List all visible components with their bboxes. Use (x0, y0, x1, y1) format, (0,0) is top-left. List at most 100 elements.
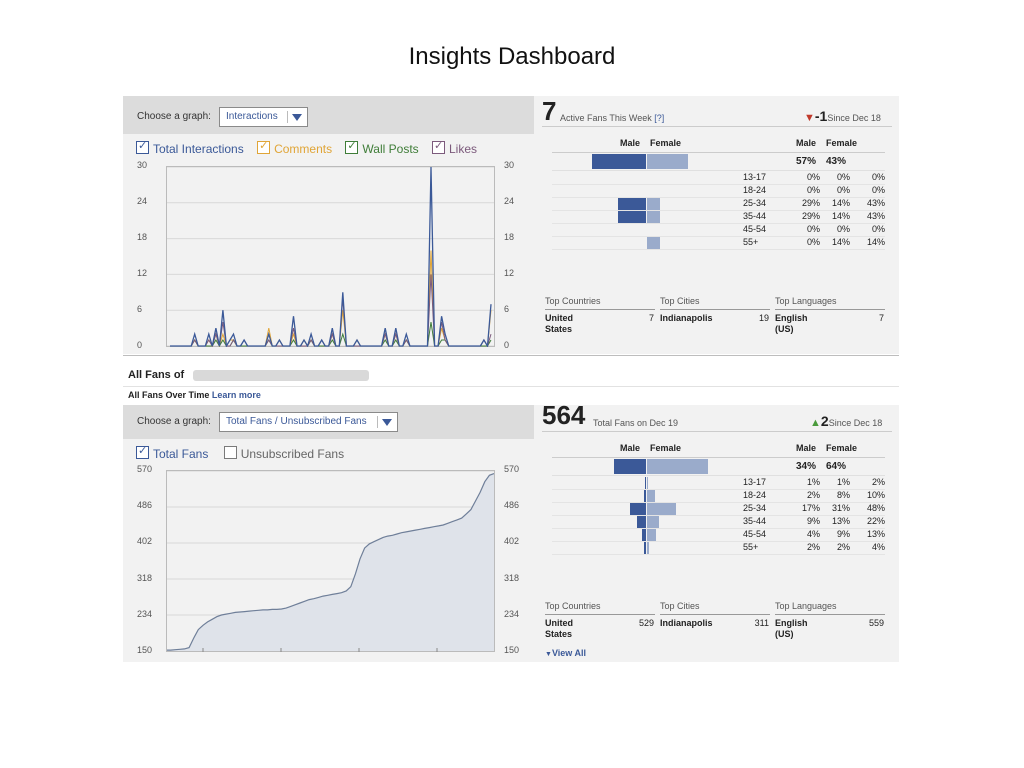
fans-chart (166, 470, 495, 652)
male-header: Male (620, 443, 641, 453)
age-range-label: 45-54 (743, 224, 767, 234)
y-tick-label: 486 (137, 500, 153, 511)
legend-total-interactions[interactable]: Total Interactions (136, 141, 244, 156)
checkbox-icon[interactable] (257, 141, 271, 154)
male-pct: 17% (801, 503, 820, 513)
y-tick-label: 570 (137, 464, 153, 474)
total-fans-number: 564 (542, 400, 586, 430)
bar-female (647, 529, 656, 541)
redacted-page-name (193, 370, 369, 381)
bar-male (644, 542, 646, 554)
divider (552, 541, 885, 542)
y-tick-label: 30 (504, 160, 515, 170)
total-fans-change: ▲2Since Dec 18 (810, 413, 883, 429)
divider (545, 309, 655, 310)
divider (660, 309, 770, 310)
y-tick-label: 12 (504, 268, 515, 278)
chevron-down-icon (292, 114, 302, 121)
choose-graph-label: Choose a graph: (137, 111, 211, 122)
divider (552, 170, 885, 171)
female-pct: 0% (836, 224, 850, 234)
bar-female-total (647, 154, 688, 169)
female-header: Female (650, 443, 682, 453)
arrow-up-icon: ▲ (810, 417, 821, 429)
y-tick-label: 318 (504, 572, 520, 583)
age-range-label: 13-17 (743, 172, 767, 182)
y-tick-label: 318 (137, 572, 153, 583)
y-tick-label: 150 (504, 645, 520, 655)
divider (552, 249, 885, 250)
total-pct: 43% (866, 211, 885, 221)
bar-female-total (647, 459, 708, 474)
total-pct: 14% (866, 237, 885, 247)
top-languages-header: Top Languages (775, 296, 837, 306)
top-country-count: 529 (638, 618, 654, 628)
age-range-label: 35-44 (743, 516, 767, 526)
bar-female (647, 198, 661, 210)
total-pct: 22% (866, 516, 885, 526)
top-cities-header: Top Cities (660, 296, 700, 306)
female-pct: 0% (836, 185, 850, 195)
legend-total-fans[interactable]: Total Fans (136, 446, 208, 461)
bar-female (647, 542, 649, 554)
male-pct: 9% (806, 516, 820, 526)
bar-female (647, 477, 648, 489)
total-female-pct: 43% (826, 156, 847, 167)
top-city-count: 311 (754, 618, 769, 628)
learn-more-link[interactable]: Learn more (211, 390, 261, 400)
age-range-label: 55+ (743, 542, 759, 552)
checkbox-icon[interactable] (136, 141, 149, 154)
checkbox-icon[interactable] (345, 141, 359, 154)
age-range-label: 25-34 (743, 503, 767, 513)
female-pct: 13% (831, 516, 850, 526)
age-range-label: 35-44 (743, 211, 767, 221)
bar-male (629, 503, 646, 515)
total-pct: 4% (871, 542, 885, 552)
all-fans-label: All Fans of (128, 369, 185, 381)
total-pct: 43% (866, 198, 885, 208)
divider (552, 457, 885, 458)
checkbox-icon[interactable] (223, 446, 237, 459)
help-link[interactable]: [?] (654, 113, 665, 123)
y-tick-label: 150 (137, 645, 153, 655)
female-header: Female (826, 443, 858, 453)
male-pct: 0% (806, 185, 820, 195)
bar-female (647, 237, 661, 249)
total-fans-label: Total Fans on Dec 19 (593, 418, 679, 428)
bar-female (647, 490, 655, 502)
bar-male (642, 529, 646, 541)
female-header: Female (650, 138, 682, 148)
top-countries-header: Top Countries (545, 601, 601, 611)
page-title: Insights Dashboard (408, 43, 616, 70)
bar-male-total (613, 459, 646, 474)
male-pct: 2% (806, 490, 820, 500)
total-pct: 0% (871, 172, 885, 182)
bar-female (647, 211, 661, 223)
checkbox-icon[interactable] (432, 141, 445, 154)
legend-wall-posts[interactable]: Wall Posts (345, 141, 419, 156)
graph-select[interactable]: Interactions (219, 107, 308, 127)
divider (552, 210, 885, 211)
divider (552, 554, 885, 555)
divider (552, 197, 885, 198)
top-countries-header: Top Countries (545, 296, 601, 306)
bar-male (644, 490, 646, 502)
checkbox-icon[interactable] (136, 446, 149, 459)
legend-likes[interactable]: Likes (432, 141, 477, 156)
divider (552, 475, 885, 476)
female-pct: 14% (831, 211, 850, 221)
arrow-down-icon: ▼ (804, 112, 815, 124)
view-all-link[interactable]: ▼View All (545, 648, 586, 658)
divider (552, 489, 885, 490)
y-tick-label: 18 (504, 232, 515, 242)
series-line-comments (170, 250, 492, 347)
legend-comments[interactable]: Comments (257, 141, 332, 156)
divider (545, 614, 655, 615)
plot-frame (166, 470, 495, 652)
divider (552, 528, 885, 529)
male-pct: 1% (806, 477, 820, 487)
top-cities-header: Top Cities (660, 601, 700, 611)
top-language: English (US) (775, 618, 808, 639)
legend-unsubscribed-fans[interactable]: Unsubscribed Fans (223, 446, 344, 461)
graph-select[interactable]: Total Fans / Unsubscribed Fans (219, 412, 398, 432)
